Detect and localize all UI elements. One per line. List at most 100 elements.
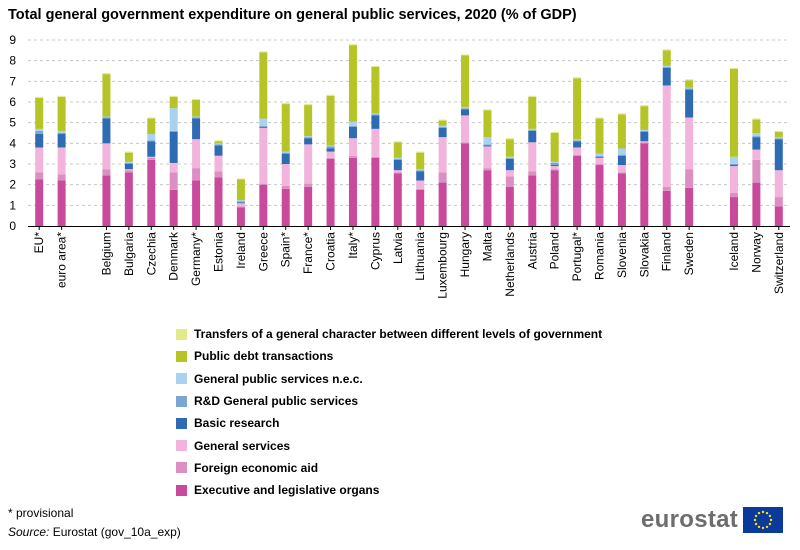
x-tick-label: Malta [480,232,494,262]
bar-segment [124,169,133,171]
legend-swatch [176,395,187,407]
x-tick-label: Germany* [189,232,203,286]
bar-segment [729,166,738,193]
bar-segment [505,158,514,171]
bar-segment [192,117,201,119]
bar-segment [617,155,626,166]
bar-segment [550,133,559,162]
legend-swatch [176,417,187,429]
bar-segment [214,171,223,178]
legend-item: Executive and legislative organs [176,479,602,501]
flag-star [765,525,769,529]
bar-segment [662,186,671,191]
bar-segment [640,106,649,130]
y-tick-label: 9 [9,33,16,47]
flag-star [753,518,757,522]
bar-segment [617,154,626,156]
x-tick-label: Finland [660,232,674,271]
bar-segment [550,169,559,171]
bar-segment [393,172,402,174]
bar-segment [371,114,380,116]
bar-segment [461,142,470,144]
bar-segment [595,155,604,157]
x-tick-label: Lithuania [413,232,427,281]
bar-segment [729,67,738,69]
bar-segment [214,155,223,172]
bar-segment [662,49,671,51]
bar-segment [662,67,671,86]
bar-segment [505,186,514,226]
x-tick-label: Romania [593,232,607,280]
bar-segment [774,137,783,139]
bar-segment [595,157,604,164]
bar-segment [57,96,66,131]
bar-segment [57,147,66,175]
bar-segment [348,44,357,46]
bar-segment [393,170,402,173]
bar-segment [483,170,492,226]
x-tick-label: Switzerland [772,232,786,294]
bar-segment [236,203,245,207]
y-tick-label: 5 [9,116,16,130]
x-tick-label: Belgium [99,232,113,275]
x-tick-label: Hungary [458,232,472,277]
source-text: Eurostat (gov_10a_exp) [52,525,181,539]
bar-segment [550,165,559,167]
bar-segment [124,170,133,173]
x-tick-label: Estonia [212,232,226,272]
bar-segment [483,168,492,171]
flag-star [754,514,758,518]
x-tick-label: Ireland [234,232,248,269]
bar-segment [505,157,514,159]
bar-segment [393,159,402,171]
x-tick-label: Spain* [279,232,293,268]
bar-segment [348,125,357,127]
bar-segment [729,68,738,157]
bar-segment [617,173,626,226]
flag-star [761,526,765,530]
bar-segment [192,98,201,100]
bar-segment [147,141,156,157]
legend-label: Executive and legislative organs [194,483,380,498]
chart-plot: 0 1 2 3 4 5 6 7 8 9 EU* euro area* Belgium Bulgaria C… [9,33,790,299]
x-tick-label: Austria [525,232,539,270]
bar-segment [505,156,514,158]
y-tick-label: 6 [9,95,16,109]
bar-segment [281,185,290,189]
bar-segment [774,130,783,132]
bar-segment [729,192,738,198]
x-tick-label: Czechia [144,232,158,276]
bar-segment [236,207,245,226]
x-tick-label: France* [301,232,315,274]
bar-segment [281,151,290,153]
bar-segment [752,119,761,133]
bar-segment [438,119,447,121]
bar-segment [640,130,649,132]
bar-segment [348,155,357,158]
bar-segment [393,141,402,143]
bar-segment [147,134,156,141]
bar-segment [416,170,425,172]
bar-segment [438,137,447,173]
bar-segment [259,51,268,53]
bar-segment [57,95,66,97]
bar-segment [236,202,245,204]
bar-segment [505,170,514,177]
bar-segment [57,174,66,181]
bar-segment [483,144,492,146]
bar-segment [326,94,335,96]
flag-star [754,522,758,526]
bar-segment [662,50,671,66]
x-tick-label: Portugal* [570,232,584,282]
bar-segment [57,130,66,133]
bar-segment [528,95,537,97]
bar-segment [192,116,201,118]
legend-label: Foreign economic aid [194,460,319,475]
bar-segment [550,166,559,170]
legend-label: Basic research [194,416,280,431]
bar-segment [595,118,604,154]
bar-segment [438,126,447,128]
bar-segment [57,180,66,226]
x-tick-label: Slovenia [615,232,629,278]
legend-swatch [176,373,187,385]
